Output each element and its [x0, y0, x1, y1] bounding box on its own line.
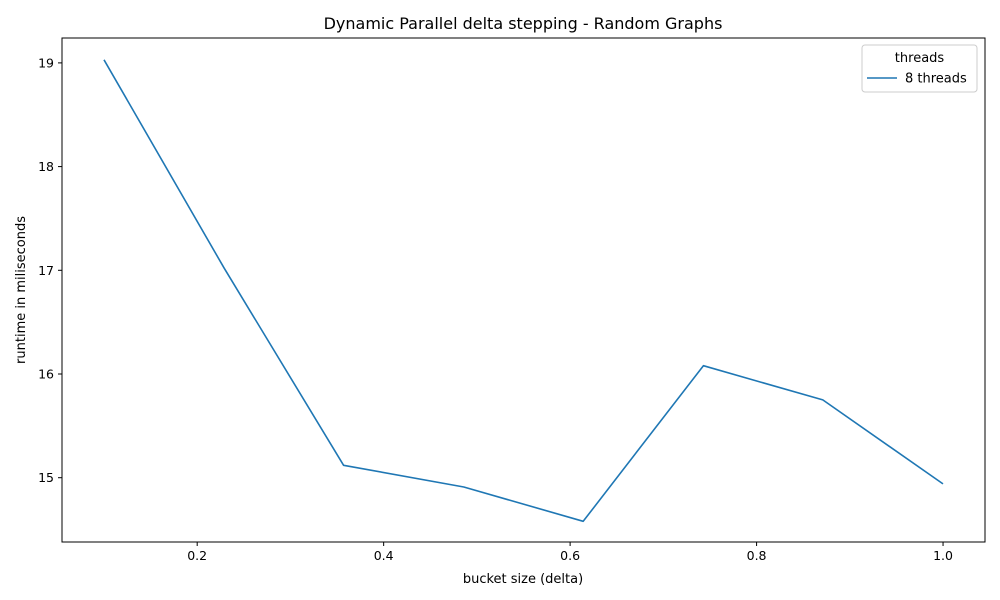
x-tick-label: 0.6 [560, 548, 580, 563]
plot-frame [61, 37, 986, 543]
legend: threads 8 threads [861, 44, 978, 93]
x-tick-label: 0.2 [187, 548, 207, 563]
legend-title: threads [895, 51, 945, 66]
x-axis: 0.2 0.4 0.6 0.8 1.0 [187, 542, 953, 563]
chart-title: Dynamic Parallel delta stepping - Random… [324, 14, 723, 33]
legend-box [861, 44, 978, 93]
y-tick-label: 17 [38, 263, 54, 278]
x-tick-label: 0.4 [374, 548, 394, 563]
series-line-8-threads [103, 59, 944, 523]
y-tick-label: 19 [38, 55, 54, 70]
legend-label-8-threads: 8 threads [905, 72, 967, 87]
x-axis-label: bucket size (delta) [463, 572, 583, 587]
y-tick-label: 16 [38, 367, 54, 382]
y-axis-label: runtime in miliseconds [14, 216, 29, 364]
y-tick-label: 15 [38, 470, 54, 485]
x-tick-label: 1.0 [933, 548, 953, 563]
y-tick-label: 18 [38, 159, 54, 174]
plot-area [62, 38, 985, 542]
plot-background [62, 38, 985, 542]
y-axis: 15 16 17 18 19 [38, 55, 62, 485]
x-tick-label: 0.8 [747, 548, 767, 563]
series-layer [103, 59, 944, 523]
